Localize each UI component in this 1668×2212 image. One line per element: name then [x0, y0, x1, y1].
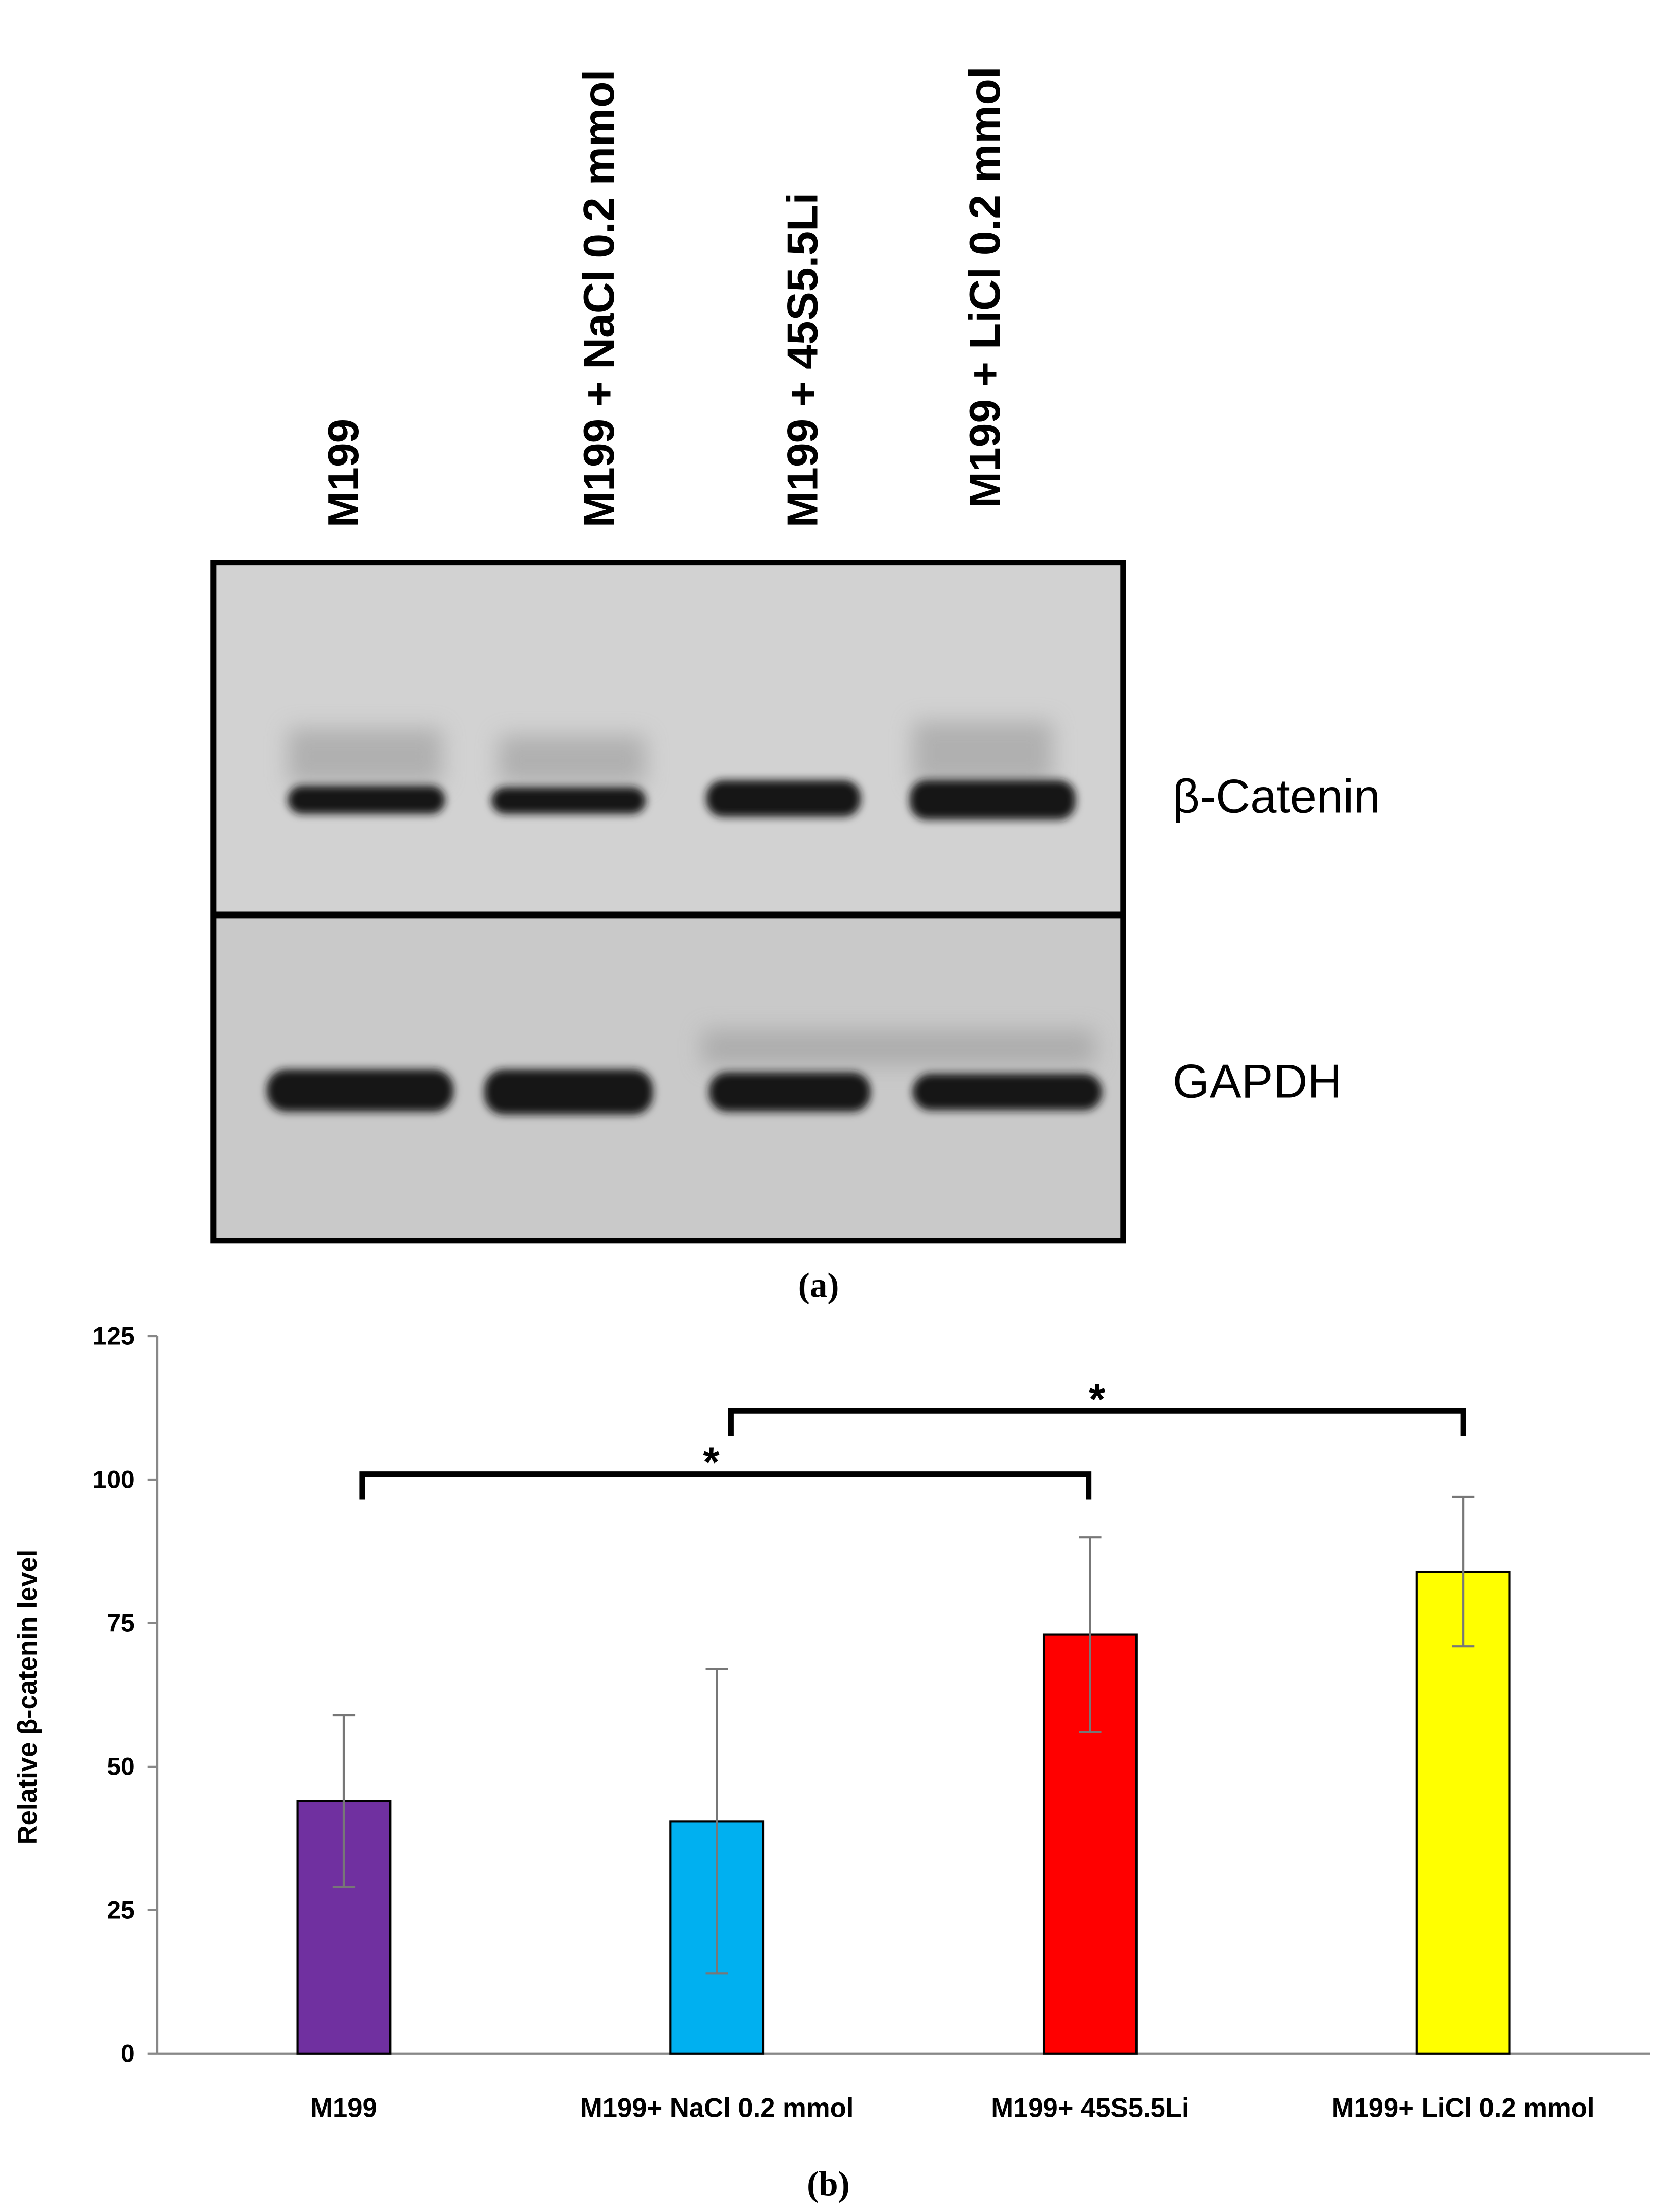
y-tick-label: 75 [107, 1609, 134, 1637]
y-tick-label: 100 [93, 1466, 135, 1494]
significance-label: * [703, 1439, 720, 1486]
lane-label: M199 + LiCl 0.2 mmol [961, 66, 1009, 508]
y-tick-label: 50 [107, 1752, 134, 1780]
significance-label: * [1089, 1376, 1106, 1423]
bar [1042, 1633, 1138, 2055]
lane-label: M199 [319, 419, 368, 528]
significance-bracket [728, 1408, 1466, 1436]
x-tick-label: M199+ NaCl 0.2 mmol [580, 2093, 854, 2123]
bar [1415, 1570, 1511, 2055]
y-axis-label: Relative β-catenin level [13, 1550, 43, 1845]
y-tick-label: 125 [93, 1322, 135, 1350]
significance-bracket [359, 1471, 1092, 1500]
x-tick-label: M199 [310, 2093, 377, 2123]
lane-label: M199 + NaCl 0.2 mmol [575, 69, 623, 528]
blot-frame [210, 560, 1126, 1244]
lane-label: M199 + 45S5.5Li [778, 193, 827, 528]
y-tick-label: 0 [121, 2039, 135, 2067]
y-tick-label: 25 [107, 1896, 134, 1924]
bar-chart: 0 25 50 75 100 125 M199 M199+ NaCl 0.2 mmol M199… [93, 1322, 1650, 2123]
x-tick-label: M199+ LiCl 0.2 mmol [1332, 2093, 1595, 2123]
x-tick-label: M199+ 45S5.5Li [991, 2093, 1189, 2123]
western-blot [210, 560, 1126, 1244]
protein-label: GAPDH [1173, 1054, 1342, 1108]
panel-caption: (a) [798, 1266, 839, 1305]
protein-label: β-Catenin [1173, 769, 1380, 823]
panel-caption: (b) [807, 2164, 850, 2203]
